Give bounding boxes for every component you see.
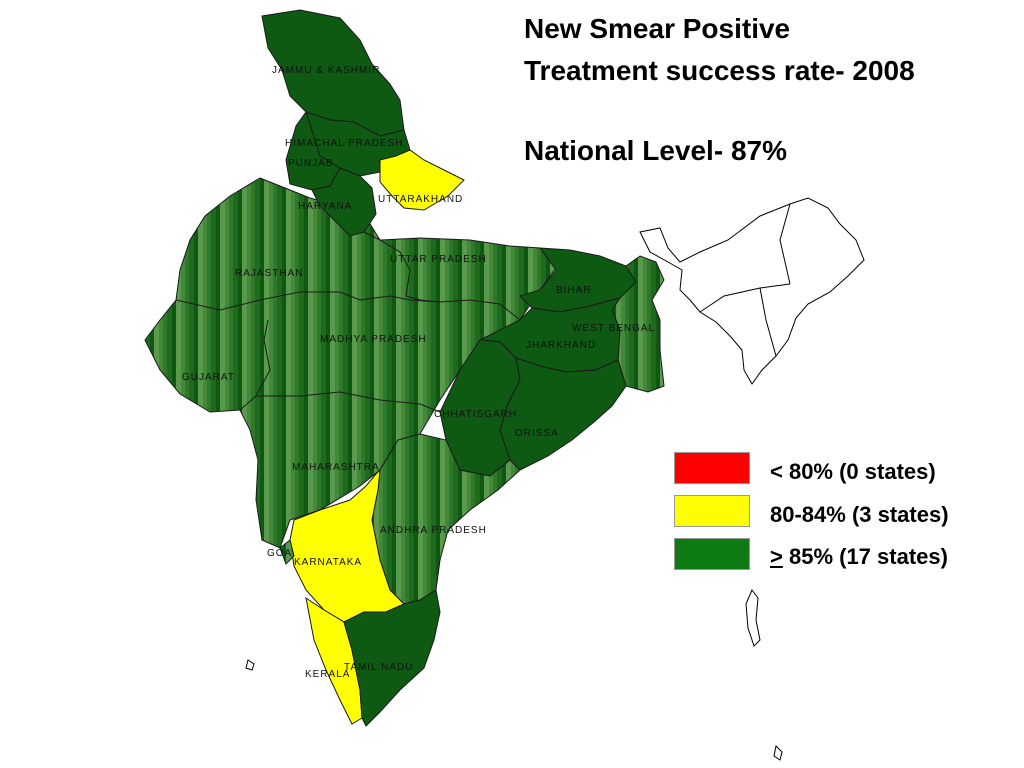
label-goa: GOA <box>267 548 292 559</box>
label-jharkhand: JHARKHAND <box>526 340 596 351</box>
label-chhatisgarh: CHHATISGARH <box>434 409 517 420</box>
legend-swatch-yellow <box>674 495 750 527</box>
title-line-2: Treatment success rate- 2008 <box>524 55 915 86</box>
border-mp-maharashtra <box>256 391 441 413</box>
border-gujarat-mp <box>239 319 271 411</box>
legend-label-red: < 80% (0 states) <box>770 459 936 484</box>
map-title: New Smear Positive Treatment success rat… <box>524 8 915 92</box>
label-tamil-nadu: TAMIL NADU <box>344 662 413 673</box>
legend-label-yellow: 80-84% (3 states) <box>770 502 949 527</box>
label-rajasthan: RAJASTHAN <box>235 268 303 279</box>
andaman-islands <box>745 589 761 647</box>
label-bihar: BIHAR <box>556 285 592 296</box>
label-maharashtra: MAHARASHTRA <box>292 462 380 473</box>
label-himachal-pradesh: HIMACHAL PRADESH <box>285 138 403 149</box>
label-haryana: HARYANA <box>298 201 352 212</box>
label-uttarakhand: UTTARAKHAND <box>378 194 463 205</box>
border-rajasthan-mp <box>175 291 521 321</box>
title-line-1: New Smear Positive <box>524 13 791 44</box>
state-orissa <box>499 357 627 471</box>
border-up-mp <box>363 231 441 303</box>
state-uttarakhand <box>379 149 465 211</box>
legend-swatch-red <box>674 452 750 484</box>
northeast-inner-border-1 <box>699 283 791 313</box>
state-tamil-nadu <box>343 589 441 727</box>
label-jammu-kashmir: JAMMU & KASHMIR <box>272 65 380 76</box>
label-kerala: KERALA <box>305 669 350 680</box>
label-west-bengal: WEST BENGAL <box>572 323 655 334</box>
legend-label-green: > 85% (17 states) <box>770 544 948 570</box>
state-goa <box>279 539 295 565</box>
northeast-inner-border-2 <box>759 287 777 357</box>
lakshadweep-islands <box>245 659 255 671</box>
legend-green-text: 85% (17 states) <box>782 544 948 569</box>
nicobar-islands <box>773 744 783 761</box>
label-uttar-pradesh: UTTAR PRADESH <box>390 254 487 265</box>
national-level: National Level- 87% <box>524 135 787 166</box>
legend-green-symbol: > <box>770 544 783 569</box>
region-rajasthan-gujarat-mp-up-maharashtra <box>144 177 561 549</box>
legend-swatch-green <box>674 538 750 570</box>
label-punjab: PUNJAB <box>288 158 333 169</box>
label-gujarat: GUJARAT <box>182 372 235 383</box>
label-andhra-pradesh: ANDHRA PRADESH <box>380 525 487 536</box>
label-madhya-pradesh: MADHYA PRADESH <box>320 334 427 345</box>
state-haryana <box>311 167 377 237</box>
northeast-inner-border-3 <box>779 203 791 285</box>
label-orissa: ORISSA <box>515 428 559 439</box>
label-karnataka: KARNATAKA <box>294 557 362 568</box>
